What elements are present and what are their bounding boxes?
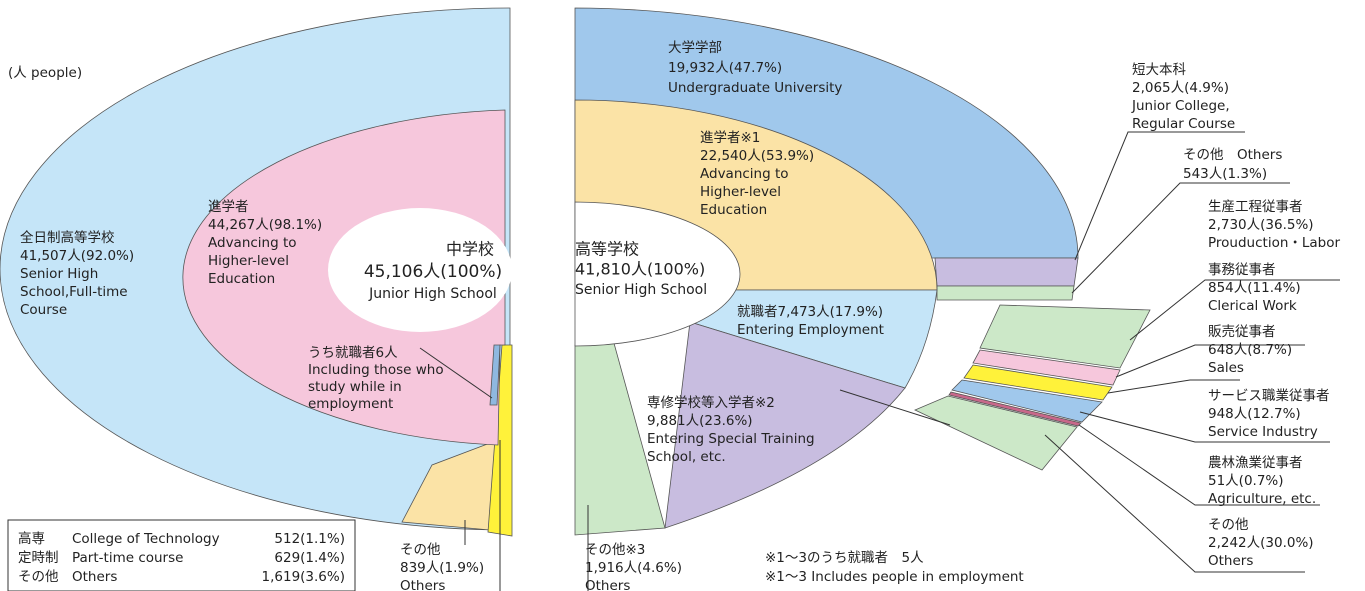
advancing-jh-label: 44,267人(98.1%): [208, 217, 322, 233]
occupation-label: 販売従事者: [1208, 324, 1276, 340]
occupation-label: Service Industry: [1208, 424, 1318, 440]
occupation-label: 51人(0.7%): [1208, 473, 1284, 489]
employment-label: 就職者7,473人(17.9%): [737, 304, 883, 320]
special-training-label: 専修学校等入学者※2: [647, 394, 775, 411]
advancing-jh-label: 進学者: [208, 199, 249, 215]
senior-center: [574, 201, 741, 347]
occupation-label: その他: [1208, 517, 1249, 533]
advancing-sh-label: 22,540人(53.9%): [700, 148, 814, 164]
production-segment: [979, 304, 1151, 369]
table-cell: 629(1.4%): [274, 550, 345, 566]
employed-jh-label: study while in: [308, 379, 402, 395]
table-cell: College of Technology: [72, 531, 220, 547]
advancing-jh-label: Education: [208, 271, 275, 287]
others-jh-label: Others: [400, 578, 445, 591]
senior-name-en: Senior High School: [575, 282, 707, 298]
university-label: Undergraduate University: [668, 80, 842, 96]
junior-total: 45,106人(100%): [364, 262, 502, 282]
service-segment: [951, 379, 1103, 423]
full-time-label: School,Full-time: [20, 284, 128, 300]
special-training-label: Entering Special Training: [647, 431, 815, 447]
others-sh-label: 1,916人(4.6%): [585, 560, 682, 576]
junior-name-en: Junior High School: [368, 286, 497, 302]
sales-segment: [963, 364, 1113, 401]
table-cell: 512(1.1%): [274, 531, 345, 547]
full-time-label: 41,507人(92.0%): [20, 248, 134, 264]
university-label: 大学学部: [668, 40, 722, 56]
occupation-label: Agriculture, etc.: [1208, 491, 1316, 507]
footnote: ※1～3のうち就職者 5人: [765, 550, 924, 566]
junior-college-label: Regular Course: [1132, 116, 1235, 132]
others-top-label: その他 Others: [1183, 147, 1282, 163]
advancing-sh-label: Education: [700, 202, 767, 218]
table-cell: 高専: [18, 530, 45, 547]
occupation-label: 生産工程従事者: [1208, 199, 1303, 215]
employment-label: Entering Employment: [737, 322, 884, 338]
others-top-label: 543人(1.3%): [1183, 166, 1267, 182]
special-training-label: School, etc.: [647, 449, 726, 465]
advancing-sh-label: Advancing to: [700, 166, 789, 182]
advancing-jh-label: Advancing to: [208, 235, 297, 251]
employed-jh-segment: [489, 344, 501, 406]
occupation-label: Sales: [1208, 360, 1244, 376]
occupation-label: 2,242人(30.0%): [1208, 535, 1314, 551]
table-cell: その他: [18, 569, 59, 585]
clerical-segment: [972, 349, 1121, 386]
special-training-segment: [664, 321, 906, 529]
occupation-label: サービス職業従事者: [1208, 388, 1330, 404]
table-cell: 定時制: [18, 550, 59, 566]
occupation-label: 648人(8.7%): [1208, 342, 1292, 358]
occupation-label: Others: [1208, 553, 1253, 569]
leaders: [7, 131, 1340, 591]
employed-jh-label: うち就職者6人: [308, 345, 398, 361]
employed-jh-label: employment: [308, 396, 393, 412]
senior-total: 41,810人(100%): [575, 260, 705, 279]
table-cell: Others: [72, 569, 117, 585]
occupation-label: 農林漁業従事者: [1208, 455, 1303, 471]
others-jh-label: その他: [400, 542, 441, 558]
table-cell: 1,619(3.6%): [262, 569, 345, 585]
shapes: [0, 7, 1151, 537]
full-time-label: 全日制高等学校: [20, 229, 115, 246]
junior-college-segment: [934, 257, 1079, 287]
junior-college-label: 2,065人(4.9%): [1132, 80, 1229, 96]
others-occ-segment: [914, 395, 1078, 471]
occupation-label: 事務従事者: [1208, 262, 1276, 278]
junior-center: [328, 208, 512, 332]
occupation-label: 2,730人(36.5%): [1208, 217, 1314, 233]
junior-college-label: 短大本科: [1132, 62, 1186, 78]
unit-note: (人 people): [8, 65, 82, 81]
special-training-label: 9,881人(23.6%): [647, 413, 753, 429]
full-time-label: Course: [20, 302, 67, 318]
occupation-label: 948人(12.7%): [1208, 406, 1301, 422]
full-time-label: Senior High: [20, 266, 98, 282]
footnote: ※1～3 Includes people in employment: [765, 569, 1024, 585]
occupation-label: Clerical Work: [1208, 298, 1297, 314]
others-top-segment: [936, 285, 1075, 301]
senior-name: 高等学校: [575, 240, 639, 259]
others-jh-label: 839人(1.9%): [400, 560, 484, 576]
others-sh-label: その他※3: [585, 542, 645, 558]
employed-jh-label: Including those who: [308, 362, 444, 378]
advancing-sh-label: 進学者※1: [700, 130, 760, 146]
junior-name: 中学校: [446, 240, 494, 259]
junior-college-label: Junior College,: [1131, 98, 1230, 114]
others-sh-label: Others: [585, 578, 630, 591]
table-cell: Part-time course: [72, 550, 183, 566]
agriculture-segment: [948, 391, 1082, 427]
occupation-label: Prouduction・Labor: [1208, 235, 1341, 251]
advancing-jh-label: Higher-level: [208, 253, 289, 269]
university-label: 19,932人(47.7%): [668, 60, 782, 76]
advancing-sh-label: Higher-level: [700, 184, 781, 200]
occupation-label: 854人(11.4%): [1208, 280, 1301, 296]
